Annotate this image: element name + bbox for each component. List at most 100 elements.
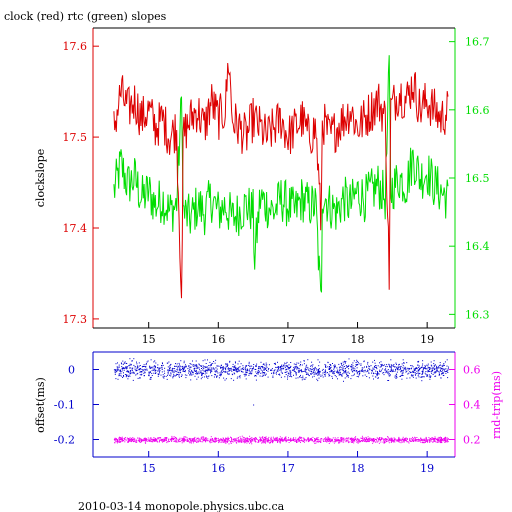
roundtrip-point <box>214 437 216 439</box>
offset-point <box>422 367 424 369</box>
offset-point <box>366 376 368 377</box>
roundtrip-point <box>149 439 151 441</box>
offset-point <box>352 367 354 369</box>
roundtrip-point <box>259 439 261 441</box>
offset-point <box>439 370 441 372</box>
offset-point <box>125 376 127 378</box>
roundtrip-point <box>298 441 300 443</box>
offset-point <box>116 368 118 370</box>
roundtrip-point <box>217 437 219 439</box>
offset-point <box>220 373 222 375</box>
roundtrip-point <box>399 440 401 442</box>
roundtrip-point <box>181 437 183 439</box>
offset-point <box>130 363 132 365</box>
offset-point <box>319 361 321 363</box>
roundtrip-point <box>244 441 246 443</box>
roundtrip-point <box>435 438 437 440</box>
roundtrip-point <box>323 440 324 442</box>
offset-point <box>398 363 400 365</box>
offset-point <box>154 370 156 372</box>
offset-point <box>143 366 144 367</box>
roundtrip-point <box>408 442 410 444</box>
offset-point <box>380 371 382 373</box>
offset-point <box>418 360 420 362</box>
offset-point <box>162 363 163 365</box>
offset-point <box>401 378 403 380</box>
offset-point <box>370 365 372 367</box>
offset-point <box>408 368 410 370</box>
roundtrip-point <box>389 439 391 441</box>
offset-point <box>399 366 401 368</box>
offset-point <box>137 365 138 367</box>
roundtrip-point <box>405 437 407 439</box>
roundtrip-point <box>309 438 311 440</box>
offset-point <box>154 369 156 371</box>
offset-point <box>429 375 431 377</box>
offset-point <box>423 376 425 378</box>
roundtrip-point <box>236 440 238 442</box>
offset-point <box>255 379 257 381</box>
offset-point <box>382 365 384 367</box>
offset-point <box>244 373 246 375</box>
offset-point <box>342 361 344 363</box>
offset-point <box>413 370 415 372</box>
roundtrip-point <box>333 442 335 444</box>
offset-point <box>129 370 131 371</box>
roundtrip-point <box>366 441 368 443</box>
roundtrip-point <box>311 439 313 441</box>
offset-point <box>124 361 126 363</box>
roundtrip-point <box>254 438 256 440</box>
roundtrip-point <box>235 439 237 440</box>
offset-point <box>346 366 348 368</box>
offset-point <box>169 370 171 372</box>
offset-point <box>266 366 268 368</box>
offset-point <box>244 367 246 369</box>
offset-point <box>347 375 349 376</box>
roundtrip-point <box>230 443 232 444</box>
offset-point <box>163 370 165 372</box>
offset-point <box>443 368 444 370</box>
roundtrip-point <box>243 439 245 441</box>
offset-point <box>251 368 253 370</box>
offset-point <box>348 376 349 378</box>
offset-point <box>372 372 374 374</box>
offset-point <box>296 368 298 370</box>
offset-point <box>253 367 254 369</box>
offset-point <box>184 369 186 371</box>
offset-point <box>214 368 216 370</box>
offset-point <box>260 372 262 374</box>
offset-point <box>267 368 269 370</box>
roundtrip-point <box>150 437 152 439</box>
bottom-xtick-label: 18 <box>351 462 365 475</box>
offset-point <box>202 369 204 371</box>
roundtrip-point <box>148 440 150 442</box>
offset-point <box>258 366 260 367</box>
offset-point <box>167 374 168 376</box>
offset-point <box>351 364 353 365</box>
offset-point <box>263 369 265 371</box>
offset-point <box>143 375 145 377</box>
offset-point <box>374 359 375 361</box>
offset-point <box>205 367 207 368</box>
roundtrip-point <box>222 439 224 441</box>
offset-point <box>303 360 305 362</box>
offset-point <box>285 365 287 367</box>
offset-point <box>287 368 289 370</box>
offset-point <box>447 369 449 371</box>
offset-point <box>402 375 404 376</box>
roundtrip-point <box>316 437 318 439</box>
roundtrip-point <box>415 439 417 440</box>
roundtrip-point <box>253 439 255 441</box>
offset-point <box>445 371 447 372</box>
offset-point <box>289 376 291 377</box>
offset-point <box>286 371 288 373</box>
roundtrip-point <box>276 440 278 441</box>
offset-point <box>120 362 122 364</box>
offset-point <box>233 372 235 374</box>
roundtrip-point <box>254 439 256 441</box>
offset-point <box>234 365 236 367</box>
offset-point <box>403 362 405 363</box>
offset-point <box>267 370 269 372</box>
offset-point <box>250 373 252 375</box>
